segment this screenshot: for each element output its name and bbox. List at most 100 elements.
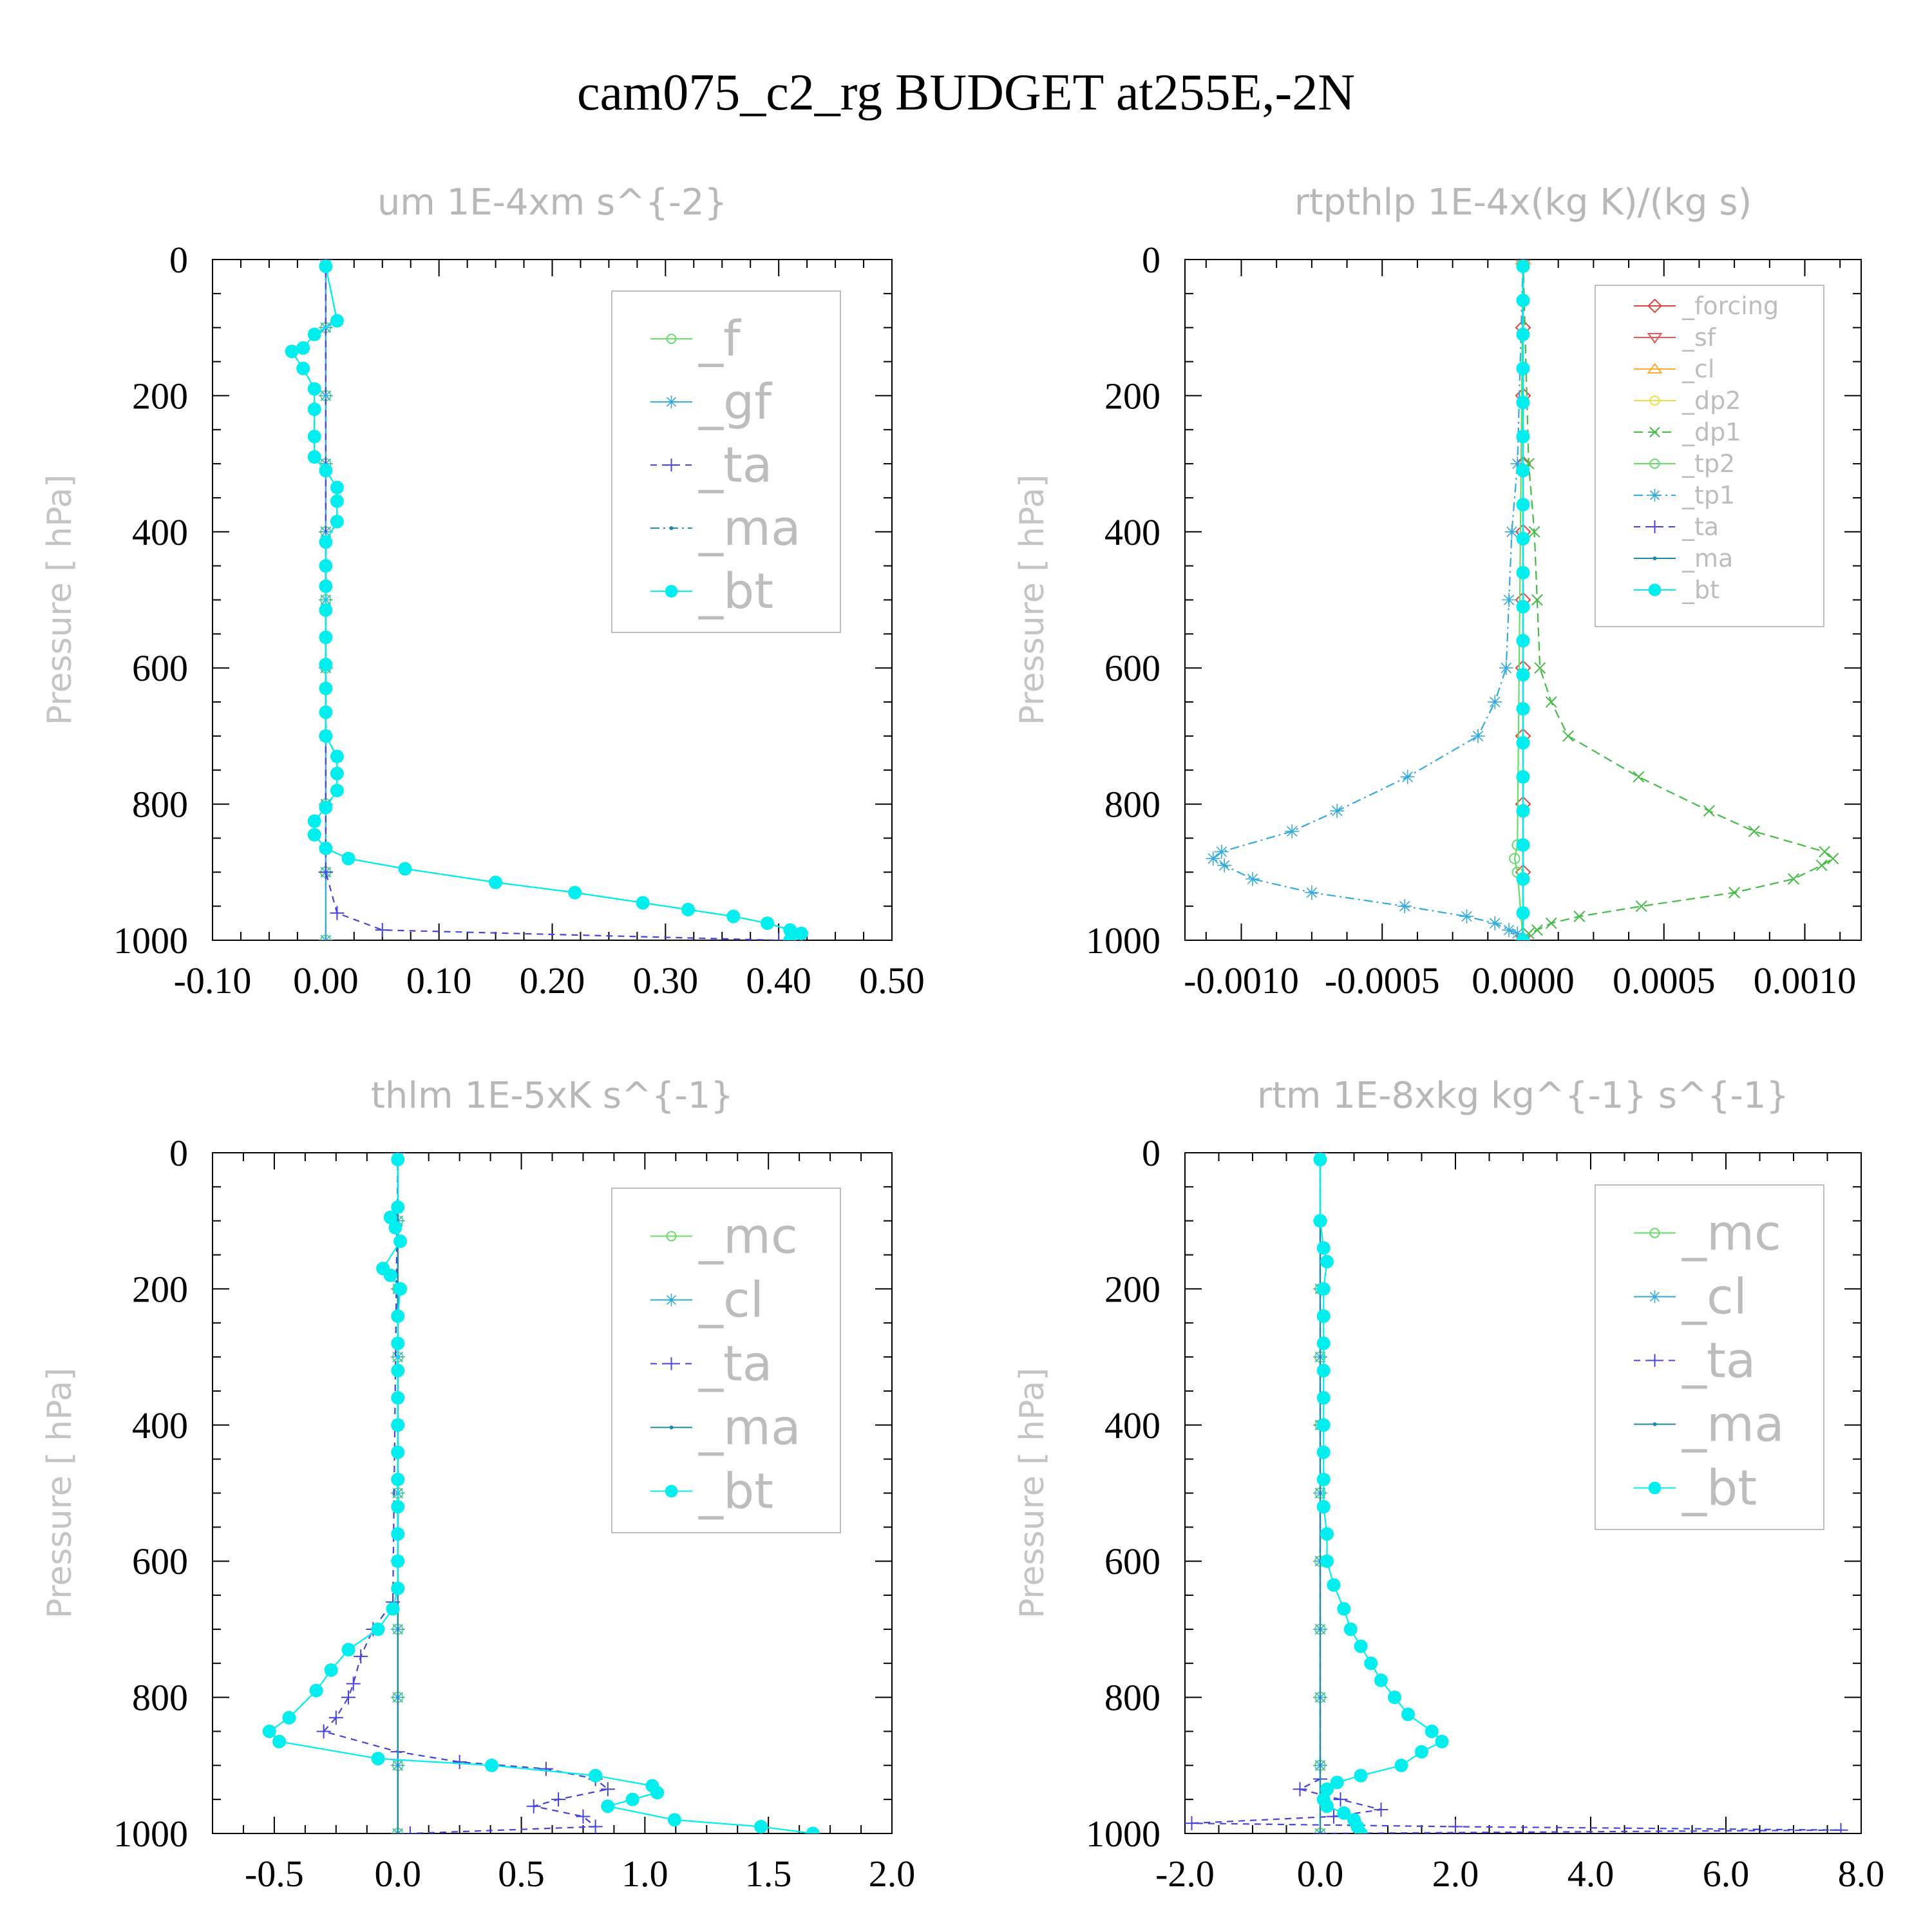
data-point bbox=[1516, 498, 1530, 512]
data-point bbox=[395, 1831, 401, 1833]
data-point bbox=[1502, 592, 1517, 607]
data-point bbox=[341, 851, 355, 866]
data-point bbox=[371, 1752, 385, 1766]
data-point bbox=[307, 402, 321, 417]
data-point bbox=[1531, 594, 1543, 606]
legend-label: _mc bbox=[1681, 1204, 1781, 1262]
data-point bbox=[1330, 804, 1345, 819]
data-point bbox=[1545, 917, 1557, 929]
legend: _f _gf _ta _ma _bt bbox=[611, 290, 841, 633]
data-point bbox=[1397, 899, 1412, 914]
data-point bbox=[1815, 859, 1828, 871]
data-point bbox=[589, 1768, 603, 1783]
data-point bbox=[1573, 911, 1586, 922]
series-bt bbox=[1313, 1153, 1449, 1833]
panel-3: thlm 1E-5xK s^{-1} Pressure [ hPa] 0 200 400… bbox=[41, 1075, 915, 1895]
legend-swatch-marker bbox=[665, 459, 678, 472]
x-tick-label: 8.0 bbox=[1838, 1853, 1885, 1895]
x-tick-label: 2.0 bbox=[869, 1853, 916, 1895]
x-tick-label: 0.10 bbox=[406, 960, 472, 1001]
y-tick-label: 600 bbox=[132, 647, 188, 689]
y-tick-label: 600 bbox=[1104, 1540, 1160, 1582]
x-tick-label: 0.0000 bbox=[1472, 960, 1575, 1001]
legend-label: _ta bbox=[698, 436, 772, 493]
data-point bbox=[354, 1649, 368, 1664]
y-tick-label: 0 bbox=[169, 239, 188, 281]
data-point bbox=[1333, 1792, 1348, 1807]
x-tick-label: -2.0 bbox=[1155, 1853, 1215, 1895]
legend-label: _f bbox=[698, 310, 742, 367]
y-tick-label: 800 bbox=[1104, 1677, 1160, 1719]
data-point bbox=[1354, 1639, 1368, 1653]
panel-2: rtpthlp 1E-4x(kg K)/(kg s) Pressure [ hPa… bbox=[1013, 182, 1862, 1001]
y-tick-label: 400 bbox=[132, 1405, 188, 1446]
data-point bbox=[1504, 524, 1519, 539]
series-line bbox=[1513, 260, 1524, 940]
legend-box bbox=[611, 290, 841, 633]
x-tick-label: 0.20 bbox=[520, 960, 585, 1001]
y-tick-label: 200 bbox=[132, 375, 188, 417]
data-point bbox=[1827, 853, 1839, 865]
series-line bbox=[1522, 260, 1835, 940]
y-axis-title: Pressure [ hPa] bbox=[1013, 1368, 1052, 1619]
data-point bbox=[1343, 1622, 1358, 1636]
plot-area bbox=[1206, 260, 1839, 940]
data-point bbox=[391, 1309, 405, 1323]
legend-swatch-marker bbox=[669, 1425, 674, 1430]
data-point bbox=[1316, 1282, 1331, 1296]
x-tick-label: 0.0 bbox=[374, 1853, 421, 1895]
data-point bbox=[393, 1282, 408, 1296]
legend-label: _ma bbox=[698, 499, 801, 556]
x-tick-label: 0.5 bbox=[498, 1853, 545, 1895]
series-dp1 bbox=[1517, 260, 1839, 940]
data-point bbox=[1400, 770, 1415, 784]
data-point bbox=[1509, 853, 1520, 864]
legend-swatch-marker bbox=[665, 1293, 678, 1307]
legend-label: _bt bbox=[698, 562, 773, 620]
data-point bbox=[1304, 886, 1319, 900]
x-tick-label: -0.10 bbox=[174, 960, 252, 1001]
data-point bbox=[1516, 872, 1530, 886]
data-point bbox=[1562, 730, 1574, 742]
data-point bbox=[568, 886, 582, 900]
plot-area bbox=[1185, 1153, 1848, 1833]
data-point bbox=[391, 1336, 405, 1350]
x-tick-label: -0.5 bbox=[245, 1853, 304, 1895]
data-point bbox=[1819, 846, 1831, 858]
panel-title: um 1E-4xm s^{-2} bbox=[377, 182, 727, 223]
data-point bbox=[1488, 695, 1502, 710]
data-point bbox=[307, 828, 321, 842]
data-point bbox=[391, 1445, 405, 1459]
legend-swatch-marker bbox=[1653, 556, 1657, 560]
legend-box bbox=[1595, 285, 1824, 627]
data-point bbox=[726, 909, 741, 923]
data-point bbox=[1354, 1768, 1368, 1783]
data-point bbox=[1320, 1255, 1334, 1269]
series-bt bbox=[262, 1153, 820, 1833]
legend-label: _cl bbox=[1681, 1268, 1747, 1325]
y-axis-title: Pressure [ hPa] bbox=[41, 475, 79, 726]
y-axis-title: Pressure [ hPa] bbox=[41, 1368, 79, 1619]
y-tick-label: 0 bbox=[1142, 1132, 1160, 1174]
data-point bbox=[1364, 1656, 1378, 1671]
y-tick-label: 0 bbox=[169, 1132, 188, 1174]
data-point bbox=[1320, 1527, 1334, 1541]
x-tick-label: 0.0 bbox=[1297, 1853, 1344, 1895]
data-point bbox=[526, 1799, 541, 1814]
data-point bbox=[1516, 735, 1530, 750]
data-point bbox=[1285, 824, 1300, 838]
data-point bbox=[262, 1724, 276, 1738]
data-point bbox=[388, 1220, 402, 1235]
y-tick-label: 1000 bbox=[113, 1813, 188, 1855]
legend-swatch-marker bbox=[1648, 520, 1662, 533]
data-point bbox=[489, 875, 503, 889]
legend-swatch-marker bbox=[1649, 1227, 1660, 1238]
x-tick-label: 0.50 bbox=[859, 960, 925, 1001]
data-point bbox=[1313, 1214, 1327, 1228]
data-point bbox=[1499, 661, 1513, 676]
data-point bbox=[1488, 916, 1502, 931]
legend-swatch-marker bbox=[1648, 583, 1662, 596]
data-point bbox=[1633, 771, 1645, 783]
data-point bbox=[1415, 1745, 1428, 1759]
